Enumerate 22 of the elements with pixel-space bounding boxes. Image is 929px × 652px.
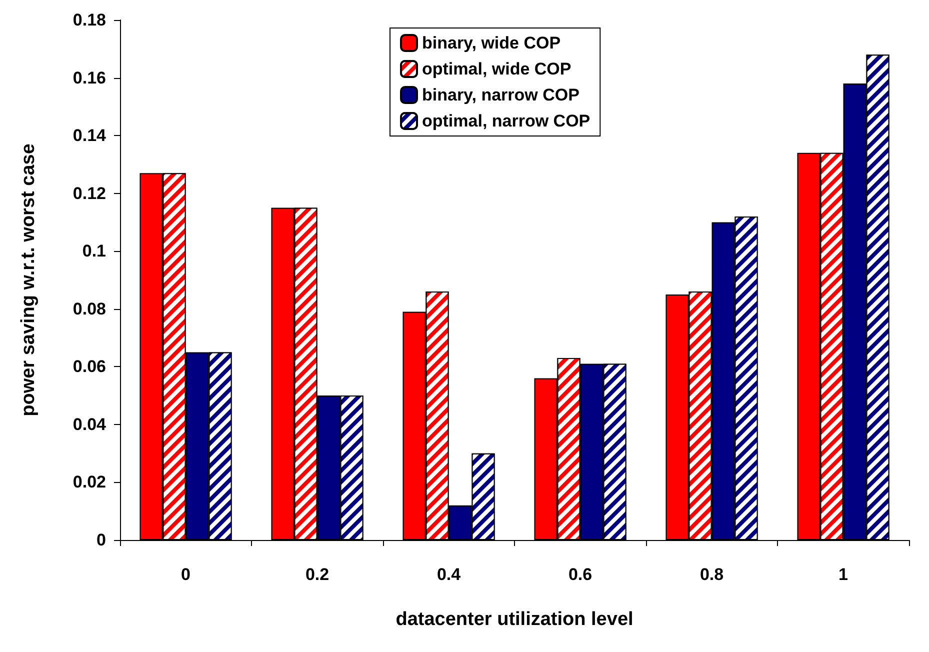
x-tick-label: 1 bbox=[838, 565, 848, 584]
y-tick-label: 0.02 bbox=[72, 472, 106, 492]
y-tick-label: 0.14 bbox=[72, 126, 107, 146]
legend-label: optimal, wide COP bbox=[422, 60, 572, 78]
x-tick-label: 0.6 bbox=[568, 565, 592, 584]
y-tick-label: 0.12 bbox=[72, 184, 106, 203]
y-tick-label: 0.04 bbox=[72, 414, 107, 434]
y-tick-label: 0.1 bbox=[82, 242, 106, 261]
y-tick-label: 0.16 bbox=[72, 68, 106, 88]
legend-label: binary, narrow COP bbox=[422, 86, 580, 104]
y-tick-label: 0.08 bbox=[72, 299, 106, 318]
x-tick-label: 0.8 bbox=[700, 565, 724, 584]
x-tick-label: 0.2 bbox=[305, 565, 330, 584]
y-tick-label: 0.06 bbox=[72, 357, 106, 376]
x-tick-label: 0 bbox=[181, 565, 190, 584]
x-axis-title: datacenter utilization level bbox=[396, 609, 634, 630]
y-tick-label: 0.18 bbox=[72, 10, 106, 30]
legend-label: binary, wide COP bbox=[422, 34, 561, 52]
y-tick-label: 0 bbox=[96, 530, 106, 550]
y-axis-title: power saving w.r.t. worst case bbox=[18, 144, 39, 416]
legend-label: optimal, narrow COP bbox=[422, 112, 590, 130]
x-tick-label: 0.4 bbox=[436, 565, 462, 584]
